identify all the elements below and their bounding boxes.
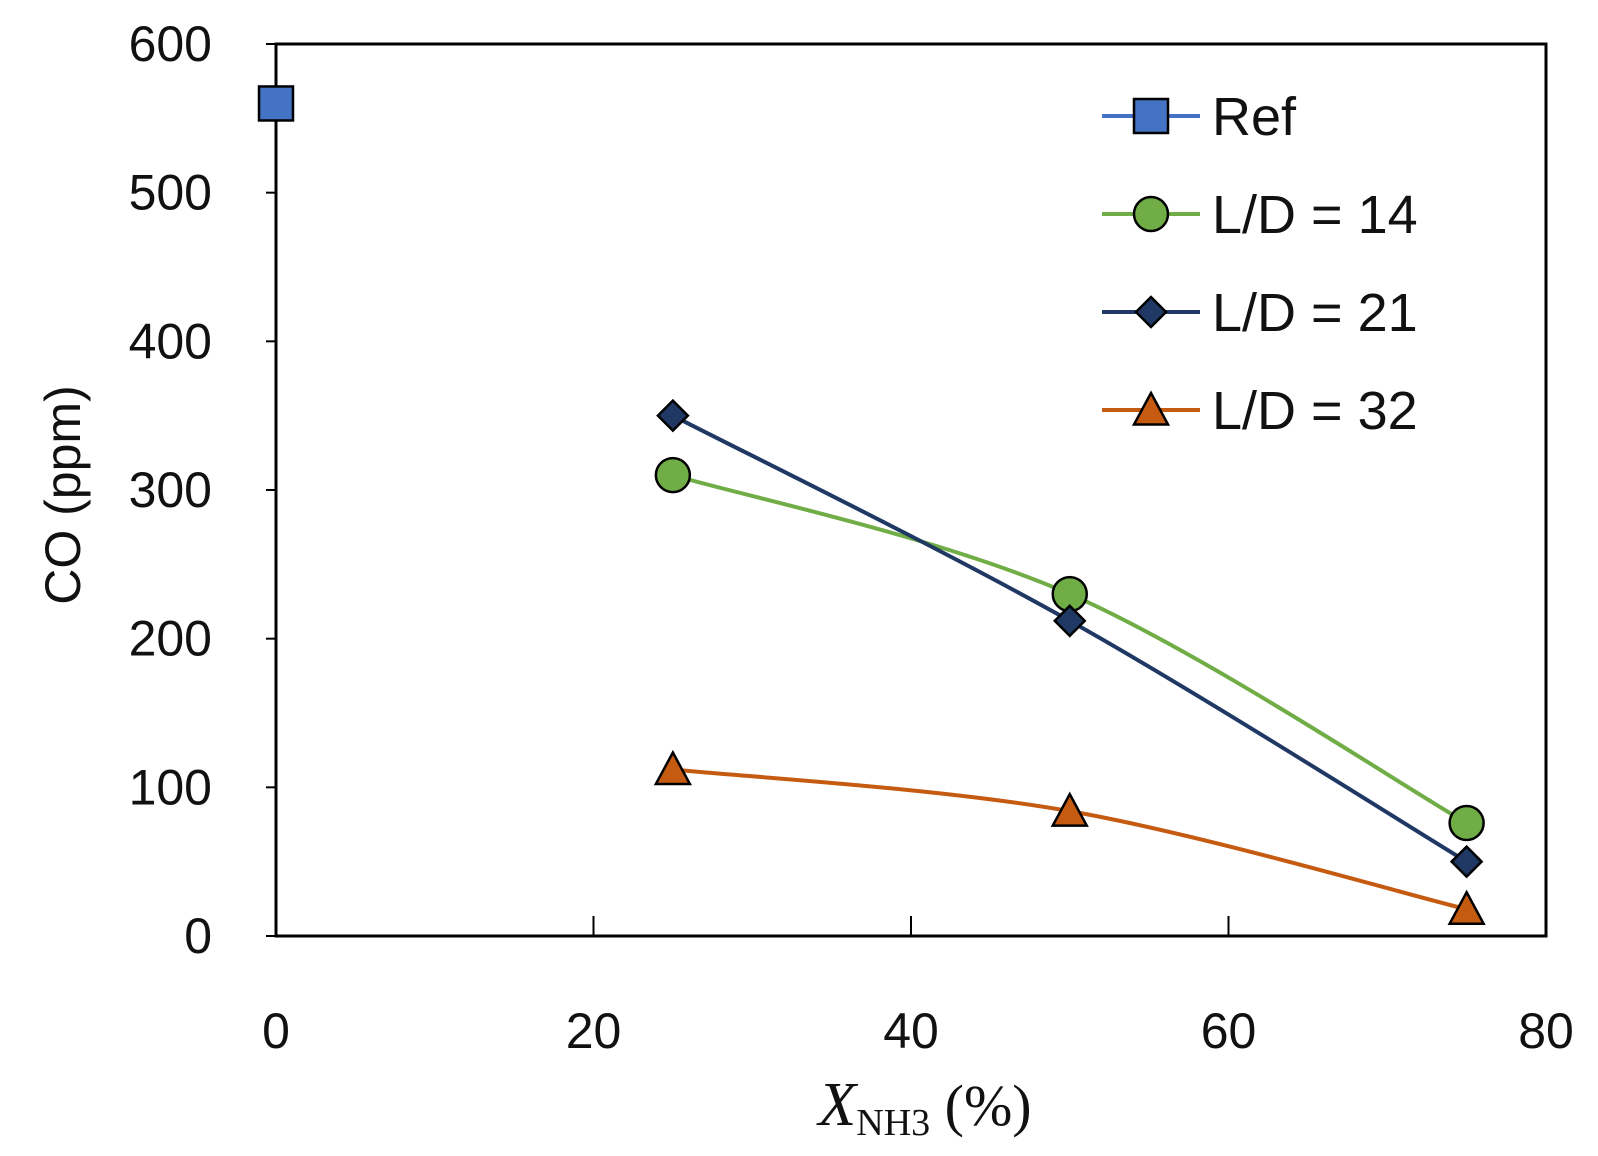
point-l-d-14-25 — [654, 456, 692, 494]
y-tick-label-400: 400 — [129, 313, 212, 369]
legend-marker-l-d-21 — [1134, 295, 1168, 329]
x-axis-label-subscript: NH3 — [856, 1102, 930, 1144]
point-ref-0 — [257, 85, 295, 122]
y-tick-label-200: 200 — [129, 611, 212, 667]
series-line-l-d-32 — [672, 767, 1468, 912]
legend-label-l-d-14: L/D = 14 — [1212, 185, 1418, 245]
point-l-d-14-75 — [1448, 804, 1485, 842]
x-axis-tick-labels: 0 20 40 60 80 — [262, 1003, 1574, 1059]
x-tick-label-0: 0 — [262, 1003, 290, 1059]
plot-frame — [274, 42, 1548, 938]
x-tick-label-40: 40 — [883, 1003, 939, 1059]
legend: Ref L/D = 14 L/D = 21 L/D = 32 — [1102, 87, 1418, 441]
legend-label-l-d-32: L/D = 32 — [1212, 381, 1418, 441]
legend-item-l-d-21: L/D = 21 — [1102, 283, 1418, 343]
legend-marker-l-d-14 — [1132, 195, 1170, 233]
x-axis-label-unit: (%) — [930, 1073, 1031, 1138]
series-lines — [671, 413, 1468, 912]
y-axis-label: CO (ppm) — [35, 385, 91, 604]
x-axis-label: XNH3 (%) — [815, 1071, 1031, 1144]
legend-label-l-d-21: L/D = 21 — [1212, 283, 1418, 343]
y-axis-tick-labels: 0 100 200 300 400 500 600 — [129, 16, 276, 964]
y-tick-label-100: 100 — [129, 759, 212, 815]
legend-marker-l-d-32 — [1131, 390, 1171, 426]
y-tick-label-500: 500 — [129, 165, 212, 221]
legend-item-l-d-14: L/D = 14 — [1102, 185, 1418, 245]
x-tick-label-80: 80 — [1518, 1003, 1574, 1059]
point-l-d-32-50 — [1050, 791, 1089, 827]
y-tick-label-0: 0 — [184, 908, 212, 964]
legend-item-l-d-32: L/D = 32 — [1102, 381, 1418, 441]
point-l-d-21-25 — [656, 398, 690, 433]
point-l-d-32-25 — [653, 749, 692, 786]
x-tick-label-20: 20 — [566, 1003, 622, 1059]
x-axis-ticks — [592, 916, 1230, 936]
y-tick-label-300: 300 — [129, 462, 212, 518]
y-tick-label-600: 600 — [129, 16, 212, 72]
legend-label-ref: Ref — [1212, 87, 1297, 147]
series-markers — [257, 85, 1486, 925]
point-l-d-21-50 — [1052, 604, 1087, 638]
legend-marker-ref — [1132, 97, 1170, 135]
series-line-l-d-14 — [672, 473, 1468, 825]
x-axis-label-main: X — [815, 1071, 858, 1139]
point-l-d-21-75 — [1449, 844, 1484, 879]
point-l-d-32-75 — [1447, 889, 1486, 925]
x-tick-label-60: 60 — [1201, 1003, 1257, 1059]
legend-item-ref: Ref — [1102, 87, 1297, 147]
